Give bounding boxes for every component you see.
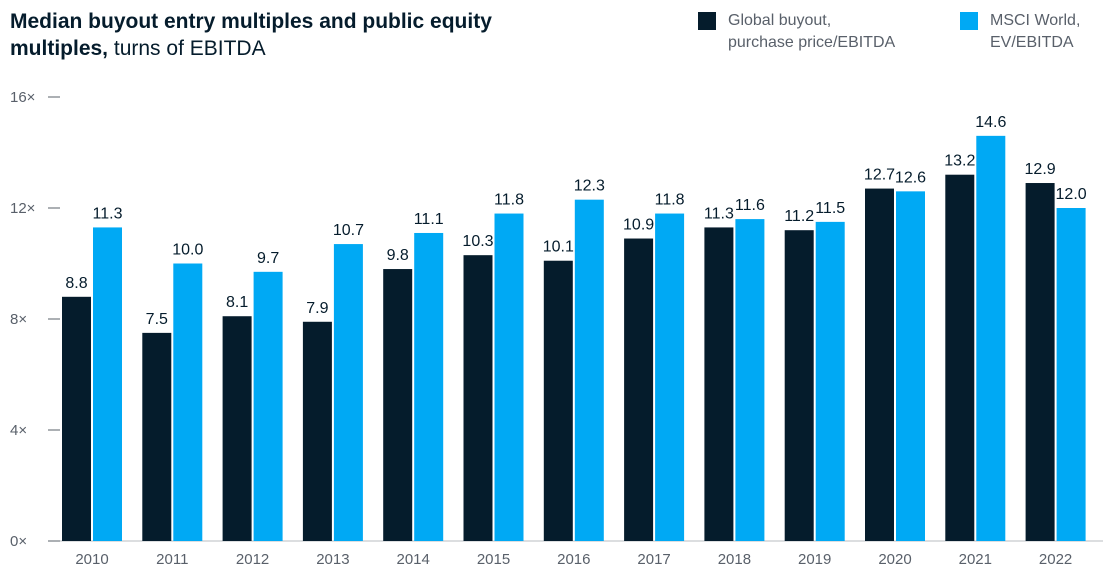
bar-msci-2012 xyxy=(253,271,283,541)
bar-buyout-2018 xyxy=(704,227,734,542)
value-label-msci-2010: 11.3 xyxy=(93,205,123,222)
bar-buyout-2020 xyxy=(865,188,894,541)
x-tick-label-2013: 2013 xyxy=(316,551,349,567)
y-tick-label: 8× xyxy=(10,311,27,328)
value-label-msci-2020: 12.6 xyxy=(895,169,926,186)
value-label-msci-2018: 11.6 xyxy=(735,197,765,214)
bar-msci-2014 xyxy=(414,232,444,541)
y-tick-label: 16× xyxy=(10,89,35,106)
chart-title-bold: Median buyout entry multiples and public… xyxy=(10,10,492,60)
value-label-msci-2017: 11.8 xyxy=(655,192,685,209)
value-label-msci-2014: 11.1 xyxy=(414,211,444,228)
x-tick-label-2011: 2011 xyxy=(156,551,188,567)
bar-msci-2018 xyxy=(735,219,765,541)
legend-label-msci: MSCI World, EV/EBITDA xyxy=(990,10,1115,54)
x-tick-label-2010: 2010 xyxy=(75,551,108,567)
value-label-msci-2021: 14.6 xyxy=(975,114,1006,131)
value-label-msci-2022: 12.0 xyxy=(1056,186,1087,203)
value-label-buyout-2015: 10.3 xyxy=(462,233,493,250)
value-label-buyout-2010: 8.8 xyxy=(65,275,87,292)
bar-msci-2011 xyxy=(173,263,203,541)
y-tick-label: 12× xyxy=(10,200,35,217)
bar-buyout-2014 xyxy=(383,269,413,541)
legend-swatch-buyout xyxy=(698,12,716,30)
bar-msci-2019 xyxy=(815,221,845,541)
legend-label-msci-line1: MSCI World, xyxy=(990,12,1081,29)
bar-buyout-2012 xyxy=(222,316,252,541)
value-label-buyout-2011: 7.5 xyxy=(146,311,168,328)
legend-label-buyout: Global buyout, purchase price/EBITDA xyxy=(728,10,948,54)
value-label-buyout-2022: 12.9 xyxy=(1025,161,1056,178)
bar-msci-2016 xyxy=(574,199,604,542)
x-tick-label-2020: 2020 xyxy=(878,551,911,567)
value-label-buyout-2016: 10.1 xyxy=(543,239,574,256)
value-label-buyout-2012: 8.1 xyxy=(226,294,248,311)
bar-msci-2015 xyxy=(494,213,524,542)
bar-buyout-2010 xyxy=(62,296,91,541)
x-tick-label-2016: 2016 xyxy=(557,551,590,567)
y-tick-label: 4× xyxy=(10,422,27,439)
bar-msci-2022 xyxy=(1056,208,1086,541)
value-label-buyout-2014: 9.8 xyxy=(387,247,409,264)
bar-buyout-2017 xyxy=(624,238,654,541)
value-label-buyout-2017: 10.9 xyxy=(623,217,654,234)
value-label-msci-2016: 12.3 xyxy=(574,178,605,195)
bar-msci-2010 xyxy=(93,227,122,542)
value-label-buyout-2019: 11.2 xyxy=(784,208,814,225)
bar-buyout-2013 xyxy=(302,321,332,541)
y-tick-label: 0× xyxy=(10,533,27,550)
value-label-buyout-2020: 12.7 xyxy=(864,167,895,184)
bar-msci-2021 xyxy=(976,135,1006,541)
chart-title: Median buyout entry multiples and public… xyxy=(10,8,570,62)
value-label-msci-2012: 9.7 xyxy=(257,250,279,267)
bar-msci-2017 xyxy=(655,213,685,542)
x-tick-label-2022: 2022 xyxy=(1039,551,1072,567)
legend-label-buyout-line1: Global buyout, xyxy=(728,12,832,29)
bar-msci-2020 xyxy=(896,191,925,541)
x-tick-label-2018: 2018 xyxy=(718,551,751,567)
bar-buyout-2019 xyxy=(784,230,814,541)
bar-buyout-2022 xyxy=(1025,183,1055,541)
bar-buyout-2016 xyxy=(543,260,573,541)
value-label-msci-2015: 11.8 xyxy=(494,192,524,209)
x-tick-label-2014: 2014 xyxy=(397,551,430,567)
x-tick-label-2015: 2015 xyxy=(477,551,510,567)
x-tick-label-2019: 2019 xyxy=(798,551,831,567)
bar-buyout-2015 xyxy=(463,255,493,542)
value-label-msci-2011: 10.0 xyxy=(172,242,203,259)
bar-buyout-2011 xyxy=(142,332,172,541)
legend-label-buyout-line2: purchase price/EBITDA xyxy=(728,34,896,51)
chart-title-units: turns of EBITDA xyxy=(108,37,266,60)
x-tick-label-2012: 2012 xyxy=(236,551,269,567)
value-label-buyout-2013: 7.9 xyxy=(306,300,328,317)
value-label-msci-2013: 10.7 xyxy=(333,222,364,239)
bar-buyout-2021 xyxy=(945,174,975,541)
legend-label-msci-line2: EV/EBITDA xyxy=(990,34,1074,51)
x-tick-label-2021: 2021 xyxy=(959,551,992,567)
value-label-buyout-2018: 11.3 xyxy=(704,205,734,222)
legend-swatch-msci xyxy=(960,12,978,30)
value-label-msci-2019: 11.5 xyxy=(815,200,845,217)
bar-msci-2013 xyxy=(333,244,363,541)
value-label-buyout-2021: 13.2 xyxy=(944,153,975,170)
x-tick-label-2017: 2017 xyxy=(637,551,670,567)
